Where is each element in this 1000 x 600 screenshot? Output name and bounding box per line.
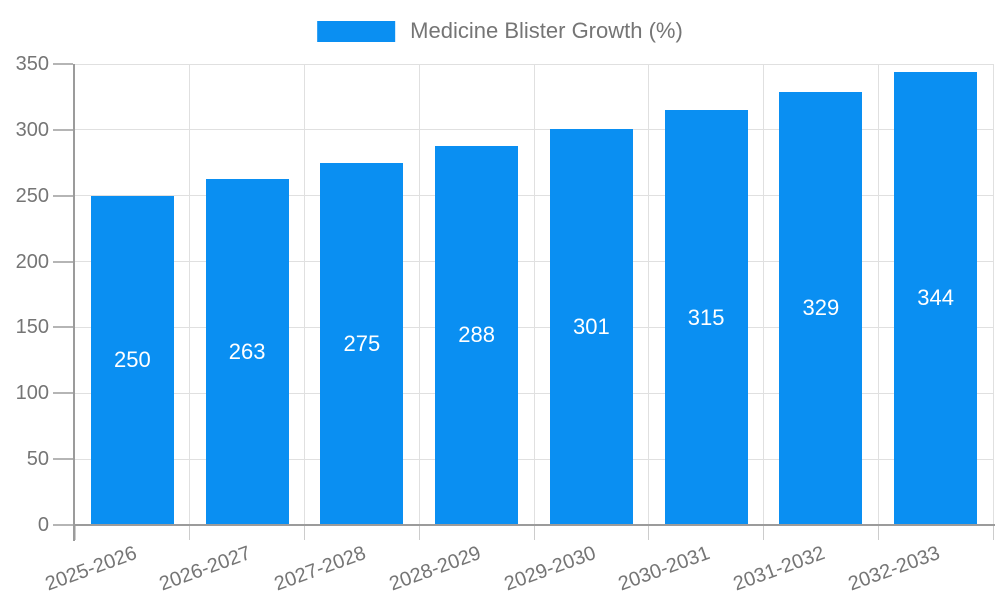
y-tick-mark: [53, 392, 73, 395]
y-tick-label: 100: [15, 382, 49, 405]
y-tick-mark: [53, 63, 73, 65]
x-tick-label-text: 2027-2028: [271, 542, 370, 596]
x-gridline: [648, 64, 650, 525]
bar[interactable]: [664, 110, 748, 525]
x-tick-mark: [74, 526, 76, 540]
x-tick-label: 2030-2031: [610, 542, 713, 595]
x-tick-mark: [763, 526, 764, 540]
x-tick-mark: [304, 526, 305, 540]
bar[interactable]: [435, 145, 519, 525]
legend-label: Medicine Blister Growth (%): [410, 18, 683, 43]
x-tick-mark: [533, 526, 535, 540]
x-tick-mark: [877, 526, 879, 540]
x-tick-label: 2026-2027: [151, 542, 254, 595]
bar-value-label: 301: [573, 313, 610, 339]
y-tick-mark: [53, 128, 73, 131]
x-tick-mark: [992, 526, 994, 540]
y-tick-mark: [53, 524, 73, 526]
x-gridline: [877, 64, 879, 525]
x-axis-line: [73, 524, 995, 526]
y-tick-label: 300: [15, 118, 49, 141]
x-tick-mark: [189, 526, 191, 540]
y-tick-label: 0: [37, 514, 49, 536]
x-tick-label-text: 2028-2029: [386, 542, 484, 596]
x-tick-label-text: 2032-2033: [845, 542, 943, 596]
x-tick-label: 2027-2028: [266, 542, 369, 595]
x-tick-label-text: 2026-2027: [156, 542, 255, 596]
x-gridline: [189, 64, 191, 525]
y-tick-mark: [53, 326, 73, 329]
y-tick-label: 50: [26, 448, 49, 471]
legend-swatch: [317, 20, 396, 42]
bar[interactable]: [549, 128, 633, 525]
y-tick-label: 200: [15, 250, 49, 273]
x-tick-label-text: 2025-2026: [42, 542, 140, 596]
bar-value-label: 250: [114, 347, 151, 373]
bar-value-label: 344: [917, 285, 954, 311]
y-axis-line: [73, 64, 75, 541]
x-tick-mark: [648, 526, 650, 540]
y-tick-label: 350: [15, 53, 49, 75]
x-tick-label: 2032-2033: [840, 542, 942, 595]
bar-value-label: 288: [458, 322, 495, 348]
y-tick-label: 250: [15, 184, 49, 207]
x-gridline: [992, 64, 994, 525]
bar-value-label: 329: [802, 295, 840, 321]
bar[interactable]: [320, 162, 404, 525]
x-tick-label: 2028-2029: [381, 542, 483, 595]
bar-value-label: 315: [687, 304, 725, 330]
y-tick-label: 150: [15, 316, 49, 339]
x-tick-label: 2029-2030: [496, 542, 598, 595]
x-gridline: [763, 64, 764, 525]
x-tick-label-text: 2031-2032: [730, 542, 829, 596]
x-gridline: [304, 64, 305, 525]
y-tick-mark: [53, 260, 73, 263]
x-tick-mark: [418, 526, 420, 540]
chart-legend[interactable]: Medicine Blister Growth (%): [317, 18, 683, 44]
x-gridline: [418, 64, 420, 525]
y-tick-mark: [53, 458, 73, 461]
bar[interactable]: [90, 195, 174, 525]
bar-value-label: 263: [228, 338, 266, 364]
bar[interactable]: [779, 91, 863, 525]
x-gridline: [533, 64, 535, 525]
x-tick-label: 2025-2026: [37, 542, 139, 595]
bar[interactable]: [894, 71, 978, 525]
x-tick-label: 2031-2032: [725, 542, 828, 595]
x-tick-label-text: 2029-2030: [501, 542, 599, 596]
y-tick-mark: [53, 194, 73, 197]
bar-value-label: 275: [343, 330, 381, 356]
bar[interactable]: [205, 178, 289, 525]
x-tick-label-text: 2030-2031: [615, 542, 714, 596]
